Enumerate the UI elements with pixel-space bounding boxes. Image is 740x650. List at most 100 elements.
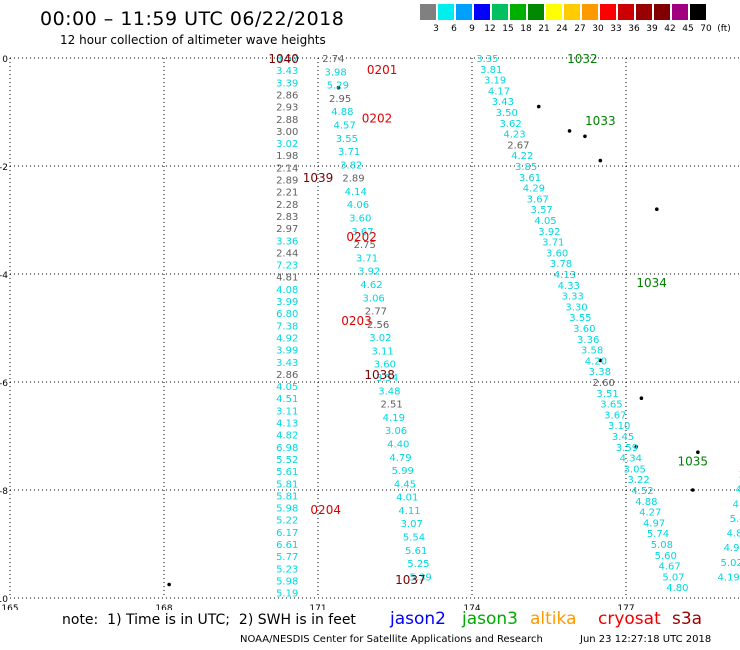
swh-value: 5.52 — [276, 455, 298, 466]
swh-value: 5.39 — [410, 572, 432, 583]
satellite-name: s3a — [672, 609, 703, 629]
legend-label: 42 — [664, 24, 676, 34]
x-tick-label: 171 — [309, 604, 326, 610]
swh-value: 2.28 — [276, 200, 298, 211]
legend-swatch — [690, 4, 706, 20]
swh-value: 3.92 — [358, 267, 380, 278]
swh-value: 4.17 — [488, 86, 510, 97]
legend-label: 33 — [610, 24, 622, 34]
swh-value: 3.61 — [519, 173, 541, 184]
swh-value: 4.92 — [276, 333, 298, 344]
swh-value: 2.89 — [342, 174, 364, 185]
swh-value: 2.51 — [380, 400, 402, 411]
swh-value: 4.13 — [276, 419, 298, 430]
swh-value: 3.83 — [739, 470, 740, 481]
legend-label: 70 — [700, 24, 712, 34]
x-tick-label: 168 — [155, 604, 172, 610]
swh-value: 2.21 — [276, 188, 298, 199]
swh-value: 2.75 — [354, 240, 376, 251]
swh-value: 5.61 — [276, 467, 298, 478]
swh-value: 4.05 — [276, 382, 298, 393]
time-label: 0202 — [362, 111, 393, 125]
legend-label: 36 — [628, 24, 640, 34]
swh-value: 6.98 — [276, 443, 298, 454]
footnote: note: 1) Time is in UTC; 2) SWH is in fe… — [62, 612, 356, 628]
swh-value: 4.67 — [658, 562, 680, 573]
swh-value: 5.98 — [276, 504, 298, 515]
swh-value: 3.22 — [627, 475, 649, 486]
x-tick-label: 177 — [617, 604, 634, 610]
legend-swatch — [600, 4, 616, 20]
swh-value: 4.57 — [333, 120, 355, 131]
swh-value: 4.14 — [345, 187, 367, 198]
swh-value: 4.19 — [383, 413, 405, 424]
swh-value: 4.33 — [558, 281, 580, 292]
swh-value: 5.23 — [276, 564, 298, 575]
swh-value: 2.77 — [365, 307, 387, 318]
swh-value: 3.60 — [546, 248, 568, 259]
swh-value: 3.78 — [550, 259, 572, 270]
swh-value: 4.88 — [635, 497, 657, 508]
swh-value: 4.20 — [585, 356, 607, 367]
swh-value: 4.80 — [727, 529, 740, 540]
swh-value: 3.65 — [600, 400, 622, 411]
swh-value: 3.67 — [604, 410, 626, 421]
y-tick-label: -2 — [0, 163, 8, 173]
swh-value: 3.11 — [276, 406, 298, 417]
swh-value: 2.86 — [276, 370, 298, 381]
swh-value: 3.98 — [325, 67, 347, 78]
island-marker — [598, 158, 603, 163]
swh-value: 5.46 — [730, 514, 740, 525]
swh-value: 4.34 — [620, 454, 642, 465]
swh-value: 3.51 — [596, 389, 618, 400]
swh-value: 5.22 — [276, 516, 298, 527]
island-marker — [583, 134, 587, 139]
time-label: 1039 — [303, 171, 334, 185]
island-marker — [696, 450, 700, 455]
swh-value: 3.38 — [589, 367, 611, 378]
swh-value: 3.58 — [581, 346, 603, 357]
swh-value: 3.43 — [276, 358, 298, 369]
y-tick-label: -8 — [0, 487, 8, 497]
swh-value: 3.71 — [338, 147, 360, 158]
island-marker — [567, 129, 572, 133]
satellite-name: jason2 — [390, 609, 446, 629]
swh-value: 4.45 — [394, 479, 416, 490]
swh-value: 4.51 — [276, 394, 298, 405]
time-label: 0202 — [346, 230, 377, 244]
swh-value: 6.17 — [276, 528, 298, 539]
swh-value: 3.57 — [531, 205, 553, 216]
swh-value: 4.52 — [631, 486, 653, 497]
y-tick-label: -4 — [0, 271, 8, 281]
swh-value: 3.55 — [569, 313, 591, 324]
legend-label: 15 — [502, 24, 514, 34]
swh-value: 3.55 — [336, 134, 358, 145]
swh-value: 5.61 — [405, 546, 427, 557]
swh-value: 2.88 — [276, 115, 298, 126]
time-label: 1034 — [636, 276, 667, 290]
swh-value: 3.81 — [480, 65, 502, 76]
legend-label: 12 — [484, 24, 496, 34]
swh-value: 5.99 — [392, 466, 414, 477]
legend-swatch — [474, 4, 490, 20]
time-label: 0204 — [310, 503, 341, 517]
swh-value: 3.99 — [276, 297, 298, 308]
swh-value: 5.29 — [327, 81, 349, 92]
legend-label: 6 — [451, 24, 457, 34]
swh-value: 4.82 — [276, 431, 298, 442]
swh-value: 3.00 — [276, 127, 298, 138]
swh-value: 2.14 — [276, 163, 298, 174]
swh-value: 3.45 — [612, 432, 634, 443]
swh-value: 4.53 — [736, 485, 740, 496]
time-label: 1033 — [585, 114, 616, 128]
swh-value: 2.89 — [276, 176, 298, 187]
swh-value: 4.19 — [718, 572, 740, 583]
swh-value: 4.90 — [724, 543, 740, 554]
y-tick-label: -10 — [0, 595, 8, 605]
island-marker — [634, 445, 639, 449]
swh-value: 5.08 — [651, 540, 673, 551]
swh-value: 3.19 — [484, 76, 506, 87]
swh-value: 4.80 — [666, 583, 688, 594]
legend-unit: (ft) — [717, 24, 731, 34]
swh-value: 5.98 — [276, 576, 298, 587]
